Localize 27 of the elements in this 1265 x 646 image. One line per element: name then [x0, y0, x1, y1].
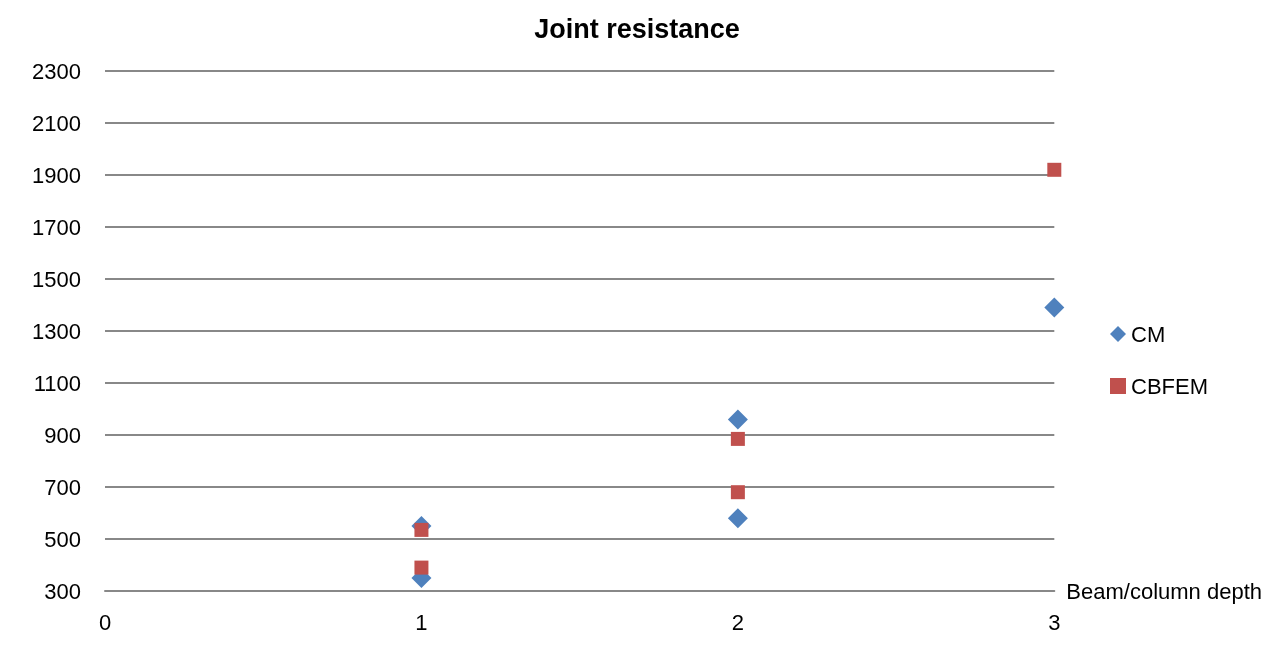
y-tick-label: 2300 — [32, 58, 81, 84]
point — [727, 409, 748, 430]
y-tick-label: 1700 — [32, 214, 81, 240]
x-axis-title: Beam/column depth — [1066, 578, 1262, 604]
y-tick-label: 2100 — [32, 110, 81, 136]
point — [727, 508, 748, 529]
point — [1044, 297, 1065, 318]
y-tick-label: 900 — [44, 422, 81, 448]
point — [414, 560, 429, 575]
y-tick-label: 300 — [44, 578, 81, 604]
point — [414, 522, 429, 537]
y-tick-label: 1900 — [32, 162, 81, 188]
x-tick-label: 0 — [98, 609, 112, 635]
legend-label: CM — [1131, 321, 1166, 347]
x-tick-label: 1 — [415, 609, 428, 635]
point — [730, 485, 745, 500]
x-tick-label: 3 — [1048, 609, 1061, 635]
y-tick-label: 500 — [44, 526, 81, 552]
legend-label: CBFEM — [1131, 373, 1208, 399]
chart-title: Joint resistance — [534, 13, 740, 44]
point — [1047, 162, 1062, 177]
y-tick-label: 1300 — [32, 318, 81, 344]
y-tick-label: 700 — [44, 474, 81, 500]
y-tick-label: 1100 — [33, 370, 81, 396]
point — [730, 431, 745, 446]
y-tick-label: 1500 — [32, 266, 81, 292]
x-tick-label: 2 — [731, 609, 744, 635]
